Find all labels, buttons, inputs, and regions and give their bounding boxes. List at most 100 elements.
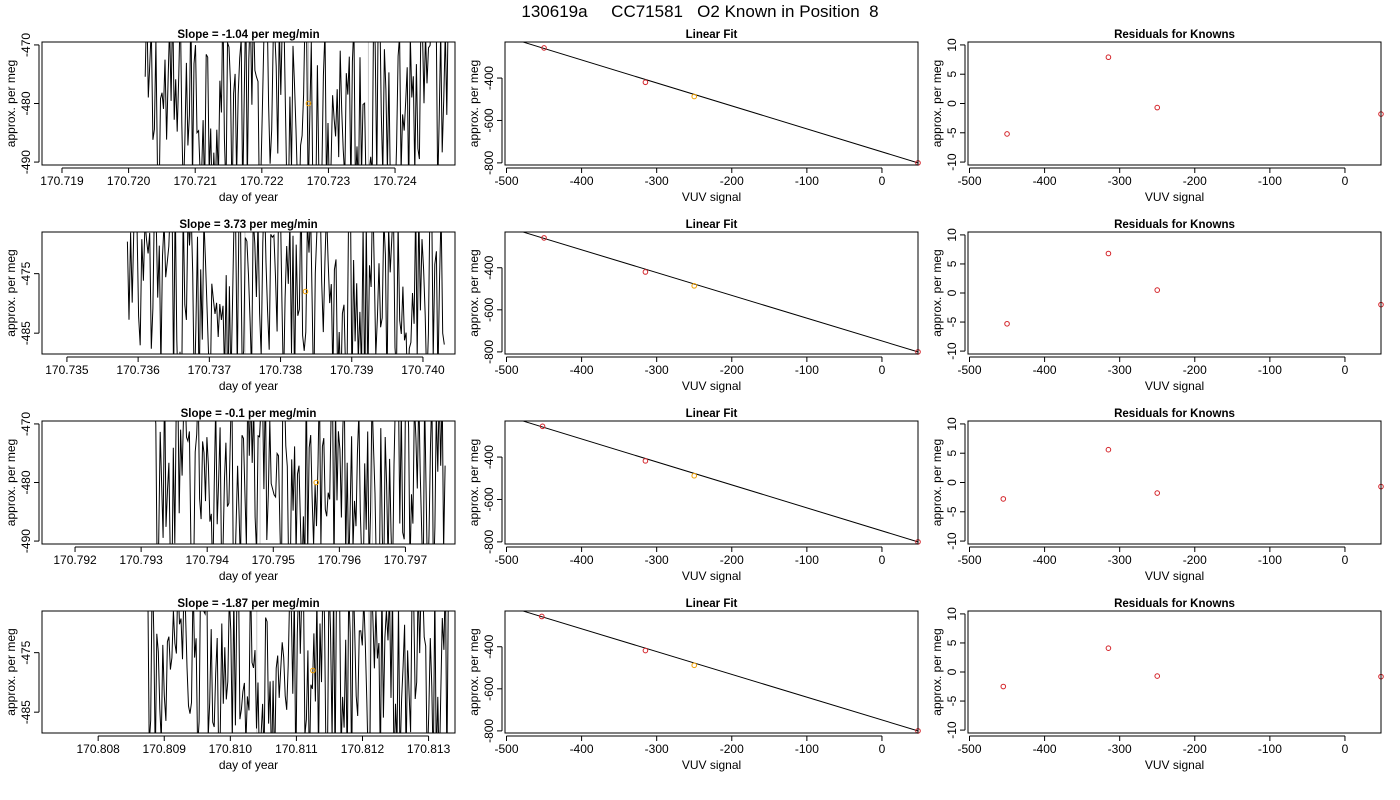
panel-title: Slope = -0.1 per meg/min	[181, 408, 317, 420]
x-tick-label: -100	[1258, 553, 1282, 567]
x-tick-label: -100	[795, 553, 819, 567]
data-point-orange	[691, 283, 698, 289]
y-axis: -10 -5 0 5 10	[945, 38, 966, 171]
y-tick-label: -485	[19, 321, 33, 345]
mean-point	[305, 100, 312, 107]
mean-point	[302, 288, 309, 295]
data-point	[1154, 287, 1161, 293]
plot-frame	[504, 420, 919, 545]
y-tick-label: -400	[482, 66, 496, 90]
y-tick-label: -400	[482, 255, 496, 279]
y-axis-title: approx. per meg	[4, 439, 18, 526]
y-tick-label: -10	[945, 153, 959, 171]
y-tick-label: -490	[19, 150, 33, 174]
y-tick-label: -800	[482, 719, 496, 743]
data-point-orange	[691, 472, 698, 479]
x-tick-label: 170.813	[407, 742, 451, 756]
x-axis-title: VUV signal	[682, 758, 741, 772]
y-axis: -490 -480 -470	[19, 412, 40, 553]
y-tick-label: -600	[482, 676, 496, 700]
x-tick-label: 0	[1342, 742, 1349, 756]
x-tick-label: 170.794	[186, 553, 230, 567]
x-axis-title: day of year	[219, 379, 278, 393]
figure-title: 130619a CC71581 O2 Known in Position 8	[521, 2, 879, 21]
data-point	[1004, 320, 1010, 327]
panel-title: Residuals for Knowns	[1114, 219, 1235, 231]
y-tick-label: -400	[482, 634, 496, 658]
y-tick-label: -10	[945, 532, 959, 550]
data-point	[642, 458, 649, 464]
x-tick-label: -500	[957, 553, 981, 567]
y-tick-label: -5	[945, 695, 959, 706]
plot-frame	[41, 41, 456, 166]
y-axis-title: approx. per meg	[467, 439, 481, 526]
x-tick-label: 170.792	[53, 553, 97, 567]
x-tick-label: -500	[494, 553, 518, 567]
x-tick-label: 170.809	[143, 742, 187, 756]
x-tick-label: 170.719	[40, 174, 84, 188]
y-tick-label: -400	[482, 445, 496, 469]
y-tick-label: 5	[945, 450, 959, 457]
x-tick-label: -300	[1108, 174, 1132, 188]
data-point	[1154, 673, 1161, 679]
data-point	[642, 647, 649, 654]
y-axis-title: approx. per meg	[467, 249, 481, 336]
x-tick-label: 170.811	[275, 742, 318, 756]
y-axis-title: approx. per meg	[4, 249, 18, 336]
x-tick-label: 170.796	[318, 553, 362, 567]
y-tick-label: -800	[482, 151, 496, 175]
y-axis-title: approx. per meg	[930, 628, 944, 715]
x-tick-label: 170.810	[209, 742, 253, 756]
y-tick-label: -5	[945, 506, 959, 517]
x-axis: 170.735 170.736 170.737 170.738 170.739 170.7…	[45, 356, 445, 377]
x-axis-title: VUV signal	[1145, 379, 1204, 393]
panel-r2-c2: Linear Fit -500 -400 -300 -200 -100 0 VUV signa…	[467, 219, 921, 393]
y-tick-label: -485	[19, 700, 33, 724]
x-tick-label: -200	[720, 363, 744, 377]
y-tick-label: -480	[19, 470, 33, 494]
y-axis-title: approx. per meg	[467, 60, 481, 147]
y-tick-label: 0	[945, 668, 959, 675]
data-point	[1105, 54, 1112, 61]
data-point	[1004, 131, 1010, 137]
y-axis: -800 -600 -400	[482, 255, 503, 364]
data-point	[541, 235, 547, 241]
y-tick-label: -600	[482, 108, 496, 132]
x-axis-title: day of year	[219, 758, 278, 772]
x-tick-label: -500	[957, 363, 981, 377]
x-tick-label: -200	[1183, 553, 1207, 567]
fit-line	[521, 232, 918, 353]
y-tick-label: 5	[945, 639, 959, 646]
y-tick-label: -475	[19, 640, 33, 664]
x-tick-label: -500	[494, 174, 518, 188]
x-tick-label: -300	[645, 742, 669, 756]
x-axis-title: VUV signal	[682, 379, 741, 393]
x-tick-label: -100	[795, 174, 819, 188]
panel-title: Slope = -1.04 per meg/min	[177, 29, 319, 41]
y-axis-title: approx. per meg	[930, 439, 944, 526]
fit-line	[521, 421, 918, 543]
panel-r2-c3: Residuals for Knowns -500 -400 -300 -200 -100…	[930, 219, 1384, 393]
y-tick-label: -10	[945, 721, 959, 739]
y-tick-label: -5	[945, 127, 959, 138]
x-axis: -500 -400 -300 -200 -100 0	[957, 356, 1349, 377]
x-tick-label: 170.736	[116, 363, 160, 377]
x-tick-label: 0	[879, 363, 886, 377]
plot-frame	[41, 231, 456, 355]
y-axis-title: approx. per meg	[4, 60, 18, 147]
plot-frame	[967, 610, 1382, 734]
x-tick-label: 0	[1342, 553, 1349, 567]
data-point	[1105, 446, 1112, 453]
data-point	[642, 269, 649, 275]
y-tick-label: -5	[945, 316, 959, 327]
x-axis: -500 -400 -300 -200 -100 0	[957, 167, 1349, 188]
data-series-line	[144, 42, 449, 165]
y-tick-label: 0	[945, 289, 959, 296]
x-tick-label: -400	[570, 174, 594, 188]
x-axis: -500 -400 -300 -200 -100 0	[957, 735, 1349, 756]
x-tick-label: -100	[1258, 174, 1282, 188]
data-point	[539, 423, 546, 430]
data-point	[1154, 104, 1161, 111]
x-tick-label: -300	[1108, 742, 1132, 756]
